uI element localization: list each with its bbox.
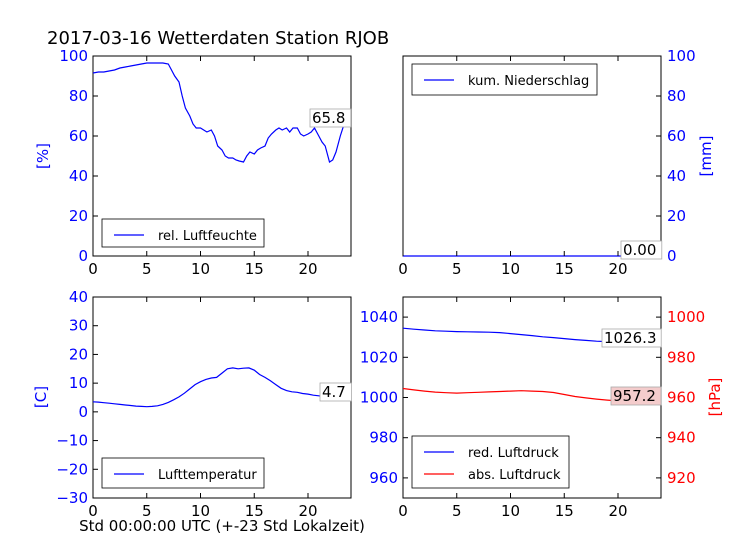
humidity-frame xyxy=(92,55,352,257)
precipitation-annotation-box xyxy=(620,240,663,260)
temperature-xtick-label: 15 xyxy=(245,502,264,520)
pressure-xtick-label: 5 xyxy=(452,502,462,520)
humidity-y-axis-label: [%] xyxy=(34,143,52,169)
humidity-xtick-label: 5 xyxy=(142,260,152,278)
precipitation-xtick-label: 5 xyxy=(452,260,462,278)
temperature-legend-label: Lufttemperatur xyxy=(158,468,257,483)
pressure-absolute-annotation-box xyxy=(610,386,662,406)
pressure-xtick-label: 0 xyxy=(398,502,408,520)
pressure-reduced-annotation: 1026.3 xyxy=(604,329,657,347)
pressure-xtick-label: 20 xyxy=(608,502,627,520)
temperature-ytick-label: −10 xyxy=(56,432,88,450)
temperature-ytick-label: 20 xyxy=(69,345,88,363)
temperature-ytick-label: 0 xyxy=(78,403,88,421)
figure-title: 2017-03-16 Wetterdaten Station RJOB xyxy=(47,28,389,49)
pressure-ytick-label-right: 980 xyxy=(667,348,696,366)
temperature-annotation: 4.7 xyxy=(322,383,346,401)
temperature-series-line xyxy=(92,367,346,408)
humidity-ytick-label: 100 xyxy=(59,47,88,65)
humidity-panel: 0 5 10 15 20 0 20 40 60 80 100 [%] rel. Luftfeuchte 6… xyxy=(34,47,352,278)
precipitation-xtick-label: 10 xyxy=(501,260,520,278)
pressure-ytick-label: 960 xyxy=(369,469,398,487)
pressure-ytick-label: 1000 xyxy=(360,389,398,407)
temperature-xtick-label: 10 xyxy=(191,502,210,520)
pressure-legend-label: abs. Luftdruck xyxy=(468,468,561,483)
precipitation-xtick-label: 0 xyxy=(398,260,408,278)
pressure-y-axis-label: [hPa] xyxy=(706,378,724,417)
temperature-ytick-label: −20 xyxy=(56,460,88,478)
temperature-ytick-label: 40 xyxy=(69,288,88,306)
temperature-xtick-label: 20 xyxy=(298,502,317,520)
humidity-xtick-label: 0 xyxy=(88,260,98,278)
temperature-xtick-label: 0 xyxy=(88,502,98,520)
temperature-annotation-box xyxy=(319,382,353,402)
precipitation-ytick-label-right: 100 xyxy=(667,47,696,65)
pressure-absolute-annotation: 957.2 xyxy=(613,387,656,405)
pressure-ytick-label-right: 940 xyxy=(667,429,696,447)
precipitation-xtick-label: 20 xyxy=(608,260,627,278)
precipitation-y-axis-label: [mm] xyxy=(697,136,715,177)
pressure-xtick-label: 10 xyxy=(501,502,520,520)
temperature-panel: 0 5 10 15 20 −30 −20 −10 0 10 20 30 40 [C] Lufttempera… xyxy=(32,288,353,520)
x-axis-label: Std 00:00:00 UTC (+-23 Std Lokalzeit) xyxy=(79,517,365,535)
humidity-series-line xyxy=(92,62,347,163)
humidity-legend-label: rel. Luftfeuchte xyxy=(158,229,257,244)
precipitation-ytick-label-right: 0 xyxy=(667,247,677,265)
pressure-ytick-label: 1020 xyxy=(360,348,398,366)
pressure-ytick-label-right: 1000 xyxy=(667,308,705,326)
precipitation-xtick-label: 15 xyxy=(555,260,574,278)
pressure-xtick-label: 15 xyxy=(555,502,574,520)
humidity-xtick-label: 10 xyxy=(191,260,210,278)
temperature-ytick-label: 10 xyxy=(69,374,88,392)
pressure-panel: 0 5 10 15 20 960 980 1000 1020 1040 920 940 960 980 10… xyxy=(360,296,724,520)
precipitation-ytick-label-right: 20 xyxy=(667,207,686,225)
temperature-ytick-label: 30 xyxy=(69,317,88,335)
humidity-annotation: 65.8 xyxy=(312,109,345,127)
humidity-legend xyxy=(101,218,265,248)
humidity-ytick-label: 0 xyxy=(78,247,88,265)
pressure-ytick-label-right: 960 xyxy=(667,389,696,407)
humidity-xtick-label: 20 xyxy=(298,260,317,278)
humidity-annotation-box xyxy=(309,108,352,128)
temperature-ytick-label: −30 xyxy=(56,489,88,507)
humidity-ytick-label: 60 xyxy=(69,127,88,145)
humidity-xtick-label: 15 xyxy=(245,260,264,278)
humidity-ytick-label: 80 xyxy=(69,87,88,105)
precipitation-ytick-label-right: 40 xyxy=(667,167,686,185)
humidity-ytick-label: 40 xyxy=(69,167,88,185)
pressure-ytick-label: 980 xyxy=(369,429,398,447)
temperature-y-axis-label: [C] xyxy=(32,386,50,408)
pressure-legend-label: red. Luftdruck xyxy=(468,446,559,461)
pressure-ytick-label: 1040 xyxy=(360,308,398,326)
pressure-ytick-label-right: 920 xyxy=(667,469,696,487)
precipitation-ytick-label-right: 60 xyxy=(667,127,686,145)
precipitation-legend-label: kum. Niederschlag xyxy=(468,74,589,89)
precipitation-annotation: 0.00 xyxy=(623,241,656,259)
temperature-legend xyxy=(101,457,265,489)
humidity-ytick-label: 20 xyxy=(69,207,88,225)
temperature-xtick-label: 5 xyxy=(142,502,152,520)
precipitation-ytick-label-right: 80 xyxy=(667,87,686,105)
precipitation-panel: 0 5 10 15 20 0 20 40 60 80 100 [mm] kum. Niederschla… xyxy=(398,47,715,278)
pressure-reduced-annotation-box xyxy=(601,328,662,348)
pressure-legend xyxy=(411,435,570,489)
